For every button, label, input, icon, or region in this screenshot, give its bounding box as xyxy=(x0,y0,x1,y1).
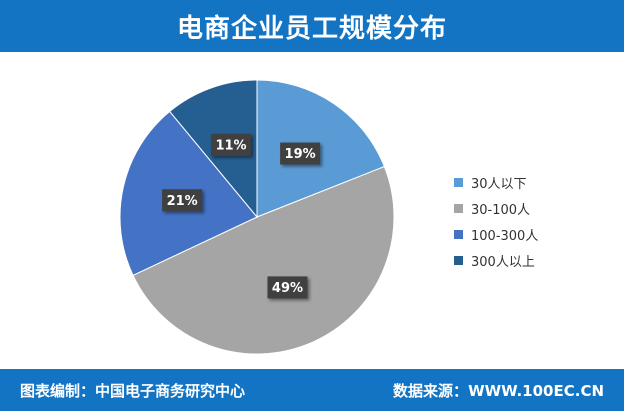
page-title: 电商企业员工规模分布 xyxy=(176,13,447,44)
data-label-text: 19% xyxy=(285,147,316,162)
legend-item-3: 100-300人 xyxy=(454,221,538,247)
data-label-box xyxy=(280,142,321,165)
data-label-text: 49% xyxy=(272,281,303,296)
footer-bar: 图表编制：中国电子商务研究中心 数据来源：WWW.100EC.CN xyxy=(0,369,624,411)
legend-item-2: 30-100人 xyxy=(454,195,538,221)
pie-slice-1 xyxy=(256,79,386,218)
legend-label: 100-300人 xyxy=(471,228,539,244)
source-value: WWW.100EC.CN xyxy=(468,382,604,400)
data-label-3: 21% xyxy=(162,189,203,212)
data-source-credit: 数据来源：WWW.100EC.CN xyxy=(393,380,604,401)
chart-legend: 30人以下 30-100人 100-300人 300人以上 xyxy=(454,169,538,273)
legend-label: 300人以上 xyxy=(471,254,535,270)
legend-swatch xyxy=(454,255,463,265)
data-label-box xyxy=(211,133,252,156)
data-label-1: 19% xyxy=(280,142,321,165)
chart-area: 19% 49% 21% 11% 30人以下 30-100人 100-300人 300人以上 xyxy=(0,52,624,369)
data-label-text: 11% xyxy=(215,138,246,153)
legend-label: 30人以下 xyxy=(471,176,527,192)
legend-label: 30-100人 xyxy=(471,202,531,218)
data-label-2: 49% xyxy=(267,276,308,299)
legend-swatch xyxy=(454,229,463,239)
legend-swatch xyxy=(454,177,463,187)
source-label: 数据来源： xyxy=(393,382,469,400)
pie-slice-2 xyxy=(132,165,395,355)
pie-chart: 19% 49% 21% 11% xyxy=(119,79,395,355)
compiler-label: 图表编制： xyxy=(20,382,96,400)
data-label-box xyxy=(162,189,203,212)
data-label-box xyxy=(267,276,308,299)
header-bar: 电商企业员工规模分布 xyxy=(0,0,624,52)
compiler-credit: 图表编制：中国电子商务研究中心 xyxy=(20,380,245,401)
data-label-4: 11% xyxy=(211,133,252,156)
compiler-value: 中国电子商务研究中心 xyxy=(95,382,246,400)
legend-item-1: 30人以下 xyxy=(454,169,538,195)
legend-swatch xyxy=(454,203,463,213)
legend-item-4: 300人以上 xyxy=(454,247,538,273)
data-label-text: 21% xyxy=(167,194,198,209)
